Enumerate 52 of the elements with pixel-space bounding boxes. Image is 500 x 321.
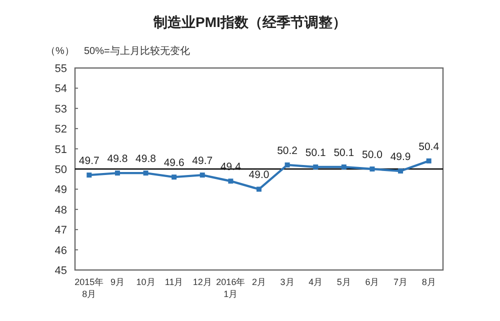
data-label: 49.8 — [107, 153, 128, 166]
y-tick-label: 50 — [54, 164, 67, 176]
y-tick-label: 52 — [54, 124, 67, 136]
data-label: 49.0 — [248, 169, 270, 182]
point — [200, 172, 205, 178]
data-label: 50.2 — [277, 144, 298, 157]
x-tick-label: 10月 — [136, 277, 156, 287]
x-tick-label: 3月 — [280, 277, 294, 287]
y-tick-label: 46 — [54, 244, 67, 257]
data-label: 49.7 — [78, 155, 100, 168]
chart-title: 制造业PMI指数（经季节调整） — [152, 14, 346, 30]
x-tick-label: 2月 — [252, 277, 266, 287]
text: 50%=与上月比较无变化 — [84, 45, 190, 57]
y-tick-label: 55 — [54, 63, 67, 75]
data-label: 49.8 — [136, 153, 156, 166]
point — [228, 178, 234, 184]
x-tick-label: 12月 — [192, 277, 212, 287]
point — [370, 166, 375, 172]
x-tick-label: 11月 — [164, 277, 184, 287]
y-tick-label: 49 — [54, 184, 67, 196]
y-tick-label: 47 — [54, 224, 67, 237]
x-tick-label: 4月 — [308, 277, 323, 287]
y-axis-title: （%） — [46, 46, 74, 57]
x-tick-label: 9月 — [110, 277, 124, 287]
point — [426, 158, 432, 164]
data-label: 49.6 — [164, 157, 184, 170]
y-tick-label: 53 — [54, 103, 67, 116]
point — [114, 170, 120, 176]
data-label: 50.0 — [362, 149, 383, 161]
y-tick-label: 54 — [54, 83, 67, 96]
point — [172, 174, 177, 180]
point — [86, 172, 92, 178]
data-label: 50.1 — [305, 146, 326, 159]
y-tick-label: 45 — [54, 265, 67, 277]
y-tick-label: 48 — [54, 204, 67, 216]
point — [143, 170, 148, 176]
data-label: 49.7 — [192, 155, 213, 168]
x-tick-label: 7月 — [394, 277, 408, 287]
point — [313, 164, 318, 170]
point — [398, 168, 404, 174]
point — [284, 162, 290, 168]
data-label: 50.4 — [418, 140, 440, 153]
data-label: 49.9 — [390, 151, 411, 164]
x-tick-label: 2016年 1月 — [216, 277, 246, 299]
y-tick-label: 51 — [54, 144, 67, 156]
point — [256, 186, 262, 192]
x-tick-label: 2015年 8月 — [74, 277, 104, 299]
point — [341, 164, 346, 170]
x-tick-label: 8月 — [422, 277, 436, 287]
data-label: 50.1 — [334, 146, 354, 159]
x-tick-label: 6月 — [365, 277, 380, 287]
x-tick-label: 5月 — [336, 277, 351, 287]
